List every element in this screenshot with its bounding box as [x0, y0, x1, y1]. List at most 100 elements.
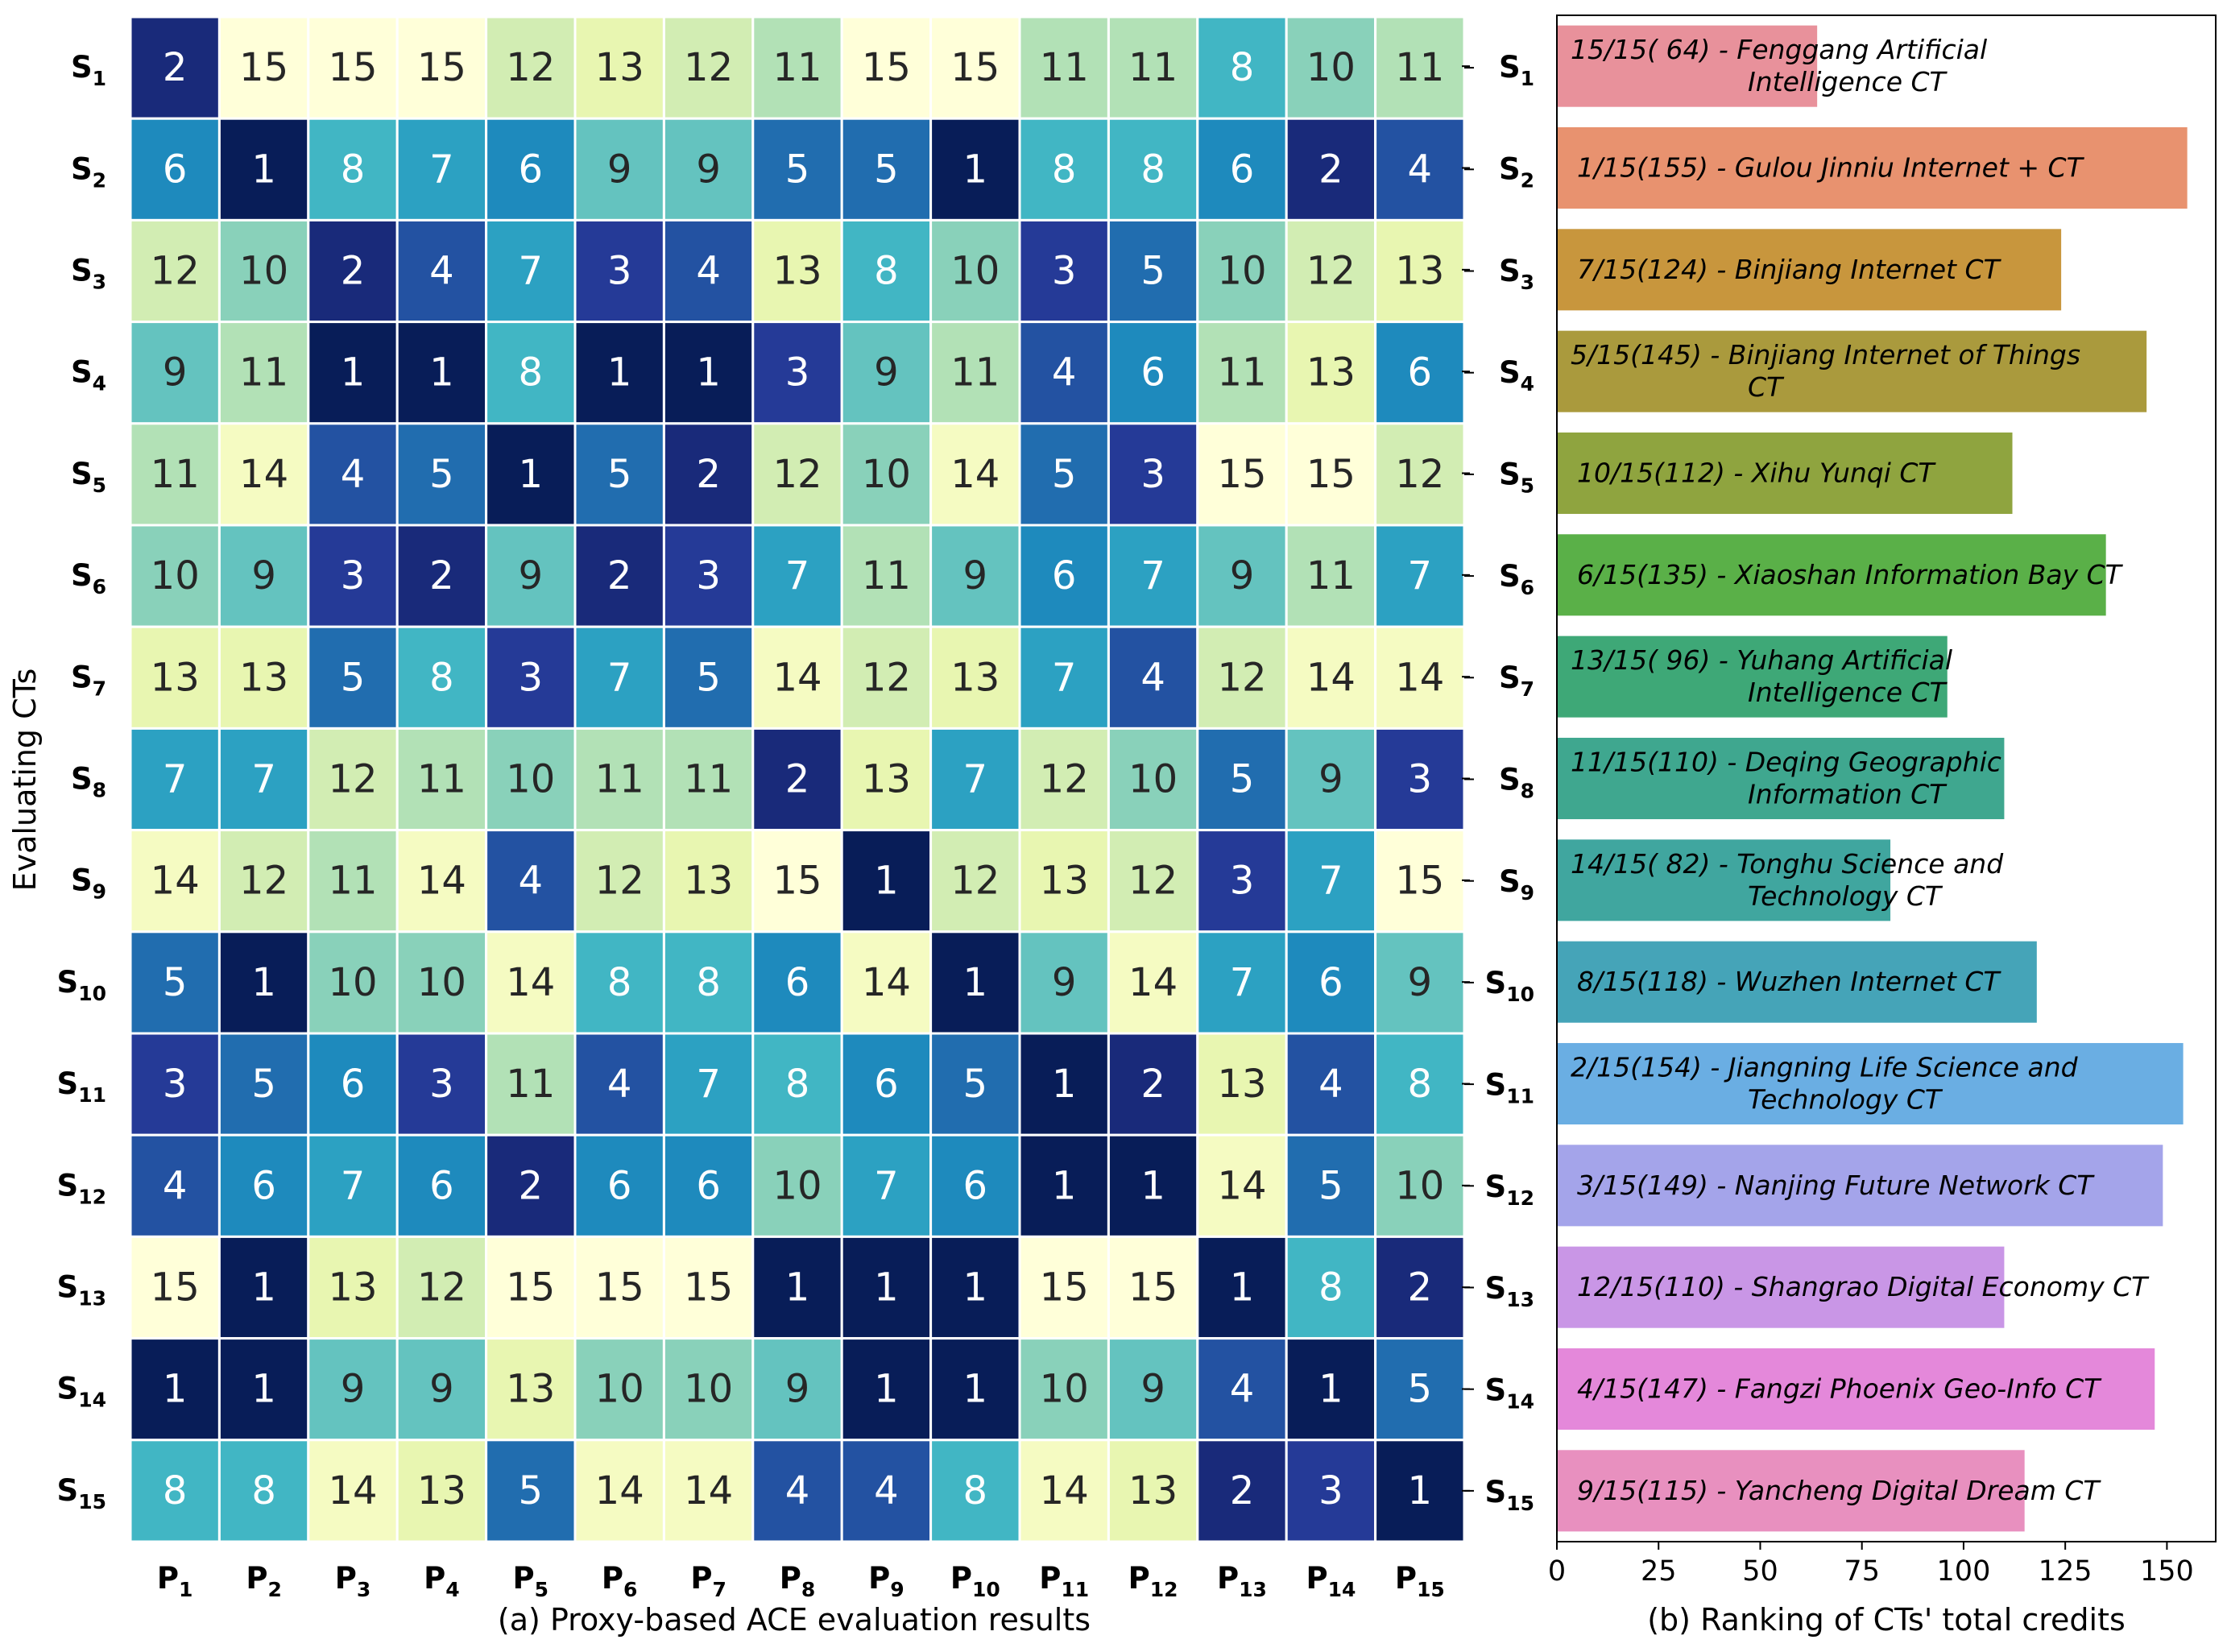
- bar-category-label: S11: [1485, 1068, 1534, 1108]
- heatmap-col-label: P7: [690, 1561, 726, 1601]
- heatmap-cell-value: 10: [1040, 1367, 1089, 1412]
- heatmap-cell-value: 1: [1052, 1062, 1077, 1107]
- bar-panel: 15/15( 64) - Fenggang Artificial Intellig…: [1462, 14, 2217, 1588]
- heatmap-cell-value: 2: [1408, 1265, 1433, 1310]
- heatmap-cell: [840, 1235, 933, 1340]
- heatmap-cell-value: 5: [874, 147, 899, 192]
- heatmap-cell-value: 1: [251, 147, 276, 192]
- heatmap-cell: [1285, 117, 1377, 222]
- heatmap-cell-value: 13: [328, 1265, 377, 1310]
- heatmap-cell-value: 5: [696, 655, 721, 700]
- heatmap-cell-value: 3: [429, 1062, 454, 1107]
- heatmap-cell-value: 8: [519, 350, 544, 395]
- heatmap-cell-value: 5: [163, 960, 188, 1005]
- heatmap-cell: [751, 829, 843, 934]
- heatmap-cell: [1196, 625, 1288, 730]
- heatmap-cell: [929, 727, 1021, 832]
- heatmap-cell-value: 10: [1395, 1163, 1444, 1208]
- heatmap-row-label: S14: [57, 1372, 106, 1412]
- bar-xtick-label: 125: [2039, 1555, 2092, 1588]
- heatmap-cell: [485, 117, 577, 222]
- heatmap-cell-value: 13: [506, 1367, 555, 1412]
- heatmap-cell: [395, 321, 488, 425]
- heatmap-cell-value: 12: [684, 45, 733, 90]
- heatmap-cell-value: 6: [251, 1163, 276, 1208]
- heatmap-cell: [485, 727, 577, 832]
- heatmap-cell-value: 1: [963, 147, 988, 192]
- heatmap-cell-value: 9: [785, 1367, 810, 1412]
- heatmap-title: (a) Proxy-based ACE evaluation results: [498, 1602, 1091, 1638]
- heatmap-cell: [1196, 117, 1288, 222]
- heatmap-row-label: S3: [71, 254, 106, 294]
- heatmap-cell: [662, 1032, 755, 1137]
- heatmap-cell: [485, 1032, 577, 1137]
- heatmap-cell-value: 10: [1128, 757, 1178, 802]
- heatmap-cell-value: 8: [1140, 147, 1165, 192]
- heatmap-cell-value: 15: [239, 45, 288, 90]
- heatmap-cell: [129, 15, 221, 120]
- heatmap-cell-value: 9: [1052, 960, 1077, 1005]
- heatmap-cell-value: 3: [163, 1062, 188, 1107]
- heatmap-cell-value: 3: [519, 655, 544, 700]
- heatmap-cell: [751, 422, 843, 527]
- heatmap-cell-value: 4: [874, 1468, 899, 1513]
- heatmap-cell-value: 12: [239, 859, 288, 904]
- heatmap-cell-value: 7: [429, 147, 454, 192]
- heatmap-cell-value: 5: [1230, 757, 1255, 802]
- heatmap-cell-value: 4: [1318, 1062, 1343, 1107]
- heatmap-cell-value: 11: [1040, 45, 1089, 90]
- bar-label: 12/15(110) - Shangrao Digital Economy CT: [1577, 1271, 2150, 1302]
- heatmap-cell: [662, 829, 755, 934]
- heatmap-row-label: S8: [71, 762, 106, 802]
- heatmap-cell-value: 14: [239, 452, 288, 497]
- heatmap-cell-value: 10: [417, 960, 466, 1005]
- bar-category-label: S4: [1499, 355, 1534, 395]
- heatmap-cell-value: 5: [1318, 1163, 1343, 1208]
- heatmap-cell-value: 12: [1306, 249, 1356, 294]
- heatmap-cell: [662, 727, 755, 832]
- heatmap-cell-value: 1: [251, 960, 276, 1005]
- heatmap-cell: [129, 1235, 221, 1340]
- heatmap-cell-value: 15: [772, 859, 822, 904]
- heatmap-cell: [573, 1439, 665, 1543]
- heatmap-cell-value: 8: [251, 1468, 276, 1513]
- heatmap-cell-value: 11: [1217, 350, 1266, 395]
- heatmap-cell: [573, 829, 665, 934]
- heatmap-cell: [307, 829, 399, 934]
- heatmap-cell: [1196, 1235, 1288, 1340]
- heatmap-cell: [662, 117, 755, 222]
- heatmap-cell-value: 12: [862, 655, 911, 700]
- heatmap-cell-value: 6: [1230, 147, 1255, 192]
- heatmap-row-label: S11: [57, 1066, 106, 1107]
- heatmap-cell-value: 4: [1140, 655, 1165, 700]
- heatmap-cell: [751, 524, 843, 628]
- heatmap-cell-value: 12: [417, 1265, 466, 1310]
- heatmap-row-label: S2: [71, 151, 106, 192]
- heatmap-cell: [1285, 321, 1377, 425]
- heatmap-cell: [662, 1235, 755, 1340]
- heatmap-cell-value: 3: [696, 553, 721, 598]
- heatmap-cell-value: 1: [251, 1265, 276, 1310]
- bar-category-label: S2: [1499, 152, 1534, 193]
- heatmap-col-label: P9: [868, 1561, 904, 1601]
- heatmap-cell: [840, 1439, 933, 1543]
- heatmap-cell-value: 9: [874, 350, 899, 395]
- heatmap-cell-value: 1: [1052, 1163, 1077, 1208]
- heatmap-cell: [1374, 625, 1466, 730]
- heatmap-cell-value: 2: [429, 553, 454, 598]
- heatmap-cell: [129, 524, 221, 628]
- heatmap-cell-value: 1: [874, 1367, 899, 1412]
- bar-label: 15/15( 64) - Fenggang Artificial Intellig…: [1571, 34, 1987, 97]
- bar-label: 4/15(147) - Fangzi Phoenix Geo-Info CT: [1577, 1373, 2102, 1405]
- heatmap-row-label: S15: [57, 1473, 106, 1513]
- heatmap-cell: [1018, 321, 1110, 425]
- heatmap-cell: [1196, 930, 1288, 1035]
- heatmap-cell: [1107, 1337, 1199, 1442]
- heatmap-cell-value: 14: [862, 960, 911, 1005]
- heatmap-ylabel: Evaluating CTs: [7, 669, 43, 892]
- heatmap-cell-value: 7: [785, 553, 810, 598]
- heatmap-cell: [129, 1439, 221, 1543]
- bar: [1557, 330, 2147, 412]
- heatmap-cell: [217, 1235, 310, 1340]
- heatmap-cell-value: 8: [607, 960, 632, 1005]
